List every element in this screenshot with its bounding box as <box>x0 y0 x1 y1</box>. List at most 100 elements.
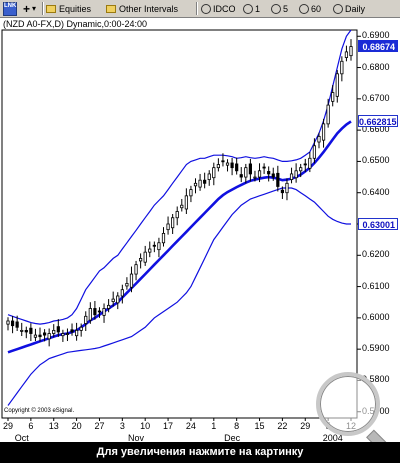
candle-body <box>207 173 211 180</box>
candle-body <box>248 163 252 175</box>
candle-body <box>276 172 280 187</box>
enlarge-banner[interactable]: Для увеличения нажмите на картинку <box>0 442 400 463</box>
candle-body <box>340 60 344 75</box>
circle-icon <box>271 3 281 14</box>
candle-body <box>344 51 349 58</box>
candle-body <box>129 273 134 288</box>
candle-body <box>193 182 198 187</box>
equities-folder-button[interactable]: Equities <box>46 1 91 16</box>
chart-title: (NZD A0-FX,D) Dynamic,0:00-24:00 <box>3 19 148 29</box>
candle-body <box>198 179 202 188</box>
candle-body <box>10 320 15 327</box>
interval-5-button[interactable]: 5 <box>271 1 288 16</box>
candle-body <box>294 170 298 179</box>
x-tick-label: 20 <box>71 421 82 431</box>
candle-body <box>308 157 312 169</box>
price-chart[interactable] <box>0 18 400 442</box>
candle-body <box>38 334 42 338</box>
candle-body <box>20 329 24 332</box>
candle-body <box>184 195 188 210</box>
lower-band-line <box>7 187 351 406</box>
x-tick-label: 22 <box>277 421 288 431</box>
x-tick-label: 29 <box>2 421 14 431</box>
candle-body <box>134 264 138 275</box>
candle-body <box>52 329 56 334</box>
upper-band-line <box>7 29 352 325</box>
candle-body <box>125 283 129 287</box>
candle-body <box>75 329 79 337</box>
candle-body <box>262 166 266 169</box>
x-month-label: Dec <box>224 433 241 443</box>
x-tick-label: 24 <box>185 421 196 431</box>
x-tick-label: 29 <box>300 421 311 431</box>
interval-1-button[interactable]: 1 <box>243 1 260 16</box>
candle-body <box>102 308 106 316</box>
candle-body <box>303 163 307 166</box>
app-icon[interactable]: LNK <box>3 1 17 16</box>
candle-body <box>97 310 102 313</box>
candle-body <box>15 321 19 328</box>
candle-body <box>244 167 248 178</box>
candle-body <box>312 145 317 159</box>
candle-body <box>331 92 335 102</box>
candle-body <box>56 326 60 333</box>
candle-body <box>280 189 285 194</box>
candle-body <box>111 298 115 302</box>
candle-body <box>79 326 83 331</box>
y-tick-label: 0.6400 <box>362 186 390 197</box>
x-tick-label: 17 <box>163 421 174 431</box>
y-tick-label: 0.6500 <box>362 155 390 166</box>
candle-body <box>161 232 166 244</box>
moving-average-line <box>7 120 352 354</box>
candle-body <box>285 182 289 194</box>
magnifier-icon[interactable] <box>316 372 380 436</box>
y-tick-label: 0.5800 <box>362 374 390 385</box>
lower-band-label: 0.63001 <box>358 217 398 230</box>
candle-body <box>321 123 326 141</box>
candle-body <box>166 223 170 231</box>
circle-icon <box>201 3 211 14</box>
candle-body <box>257 170 262 178</box>
idco-button[interactable]: IDCO <box>201 1 236 16</box>
candle-body <box>148 248 152 253</box>
y-tick-label: 0.6600 <box>362 124 390 135</box>
candle-body <box>180 204 184 209</box>
chevron-down-icon: ▾ <box>32 4 37 13</box>
last-price-label: 0.68674 <box>358 40 398 53</box>
toolbar: LNK + ▾ Equities Other Intervals IDCO 1 5… <box>0 0 400 18</box>
y-tick-label: 0.6200 <box>362 249 390 260</box>
candle-body <box>216 164 220 169</box>
candle-body <box>33 334 38 338</box>
candle-body <box>235 163 239 172</box>
candle-body <box>221 160 225 163</box>
add-symbol-button[interactable]: + ▾ <box>23 1 36 16</box>
other-intervals-button[interactable]: Other Intervals <box>106 1 178 16</box>
copyright-text: Copyright © 2003 eSignal. <box>4 408 75 414</box>
candle-body <box>24 329 28 333</box>
x-tick-label: 6 <box>28 421 34 431</box>
candle-body <box>212 167 216 179</box>
candle-body <box>61 333 65 337</box>
x-tick-label: 8 <box>234 421 240 431</box>
candle-body <box>171 217 175 229</box>
candle-body <box>88 308 92 321</box>
candle-body <box>271 173 275 178</box>
candle-body <box>239 174 243 178</box>
candle-body <box>152 244 156 247</box>
candle-body <box>84 315 88 324</box>
folder-icon <box>46 4 56 13</box>
y-tick-label: 0.6700 <box>362 92 390 103</box>
candle-body <box>139 258 143 262</box>
y-tick-label: 0.6900 <box>362 30 390 41</box>
candle-body <box>349 46 353 57</box>
candle-body <box>230 162 234 169</box>
circle-icon <box>299 3 309 14</box>
candle-body <box>107 304 111 309</box>
x-tick-label: 15 <box>254 421 265 431</box>
x-month-label: Oct <box>14 433 29 443</box>
folder-icon <box>106 4 116 13</box>
x-tick-label: 3 <box>119 421 125 431</box>
interval-60-button[interactable]: 60 <box>299 1 321 16</box>
daily-button[interactable]: Daily <box>333 1 365 16</box>
plus-icon: + <box>23 1 31 16</box>
